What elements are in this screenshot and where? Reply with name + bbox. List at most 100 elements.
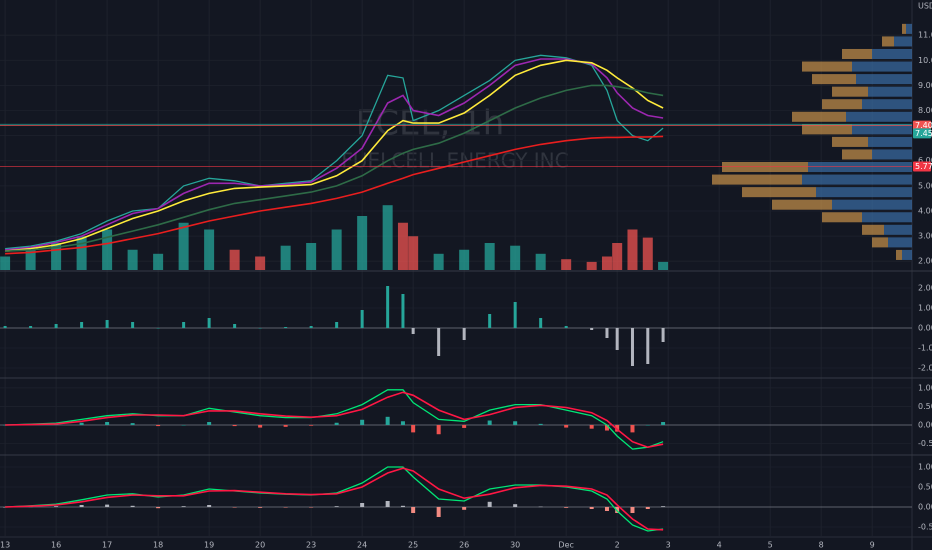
y-tick-label: 10.00: [918, 56, 932, 65]
x-tick-label: 23: [306, 541, 316, 550]
histogram-bar: [181, 424, 186, 426]
volume-bar: [642, 237, 653, 270]
histogram-bar: [462, 328, 466, 340]
x-tick-label: 4: [717, 541, 722, 550]
profile-down: [812, 74, 856, 85]
y-tick-label: 0.00: [918, 503, 932, 512]
price-tag-label: 7.40: [915, 121, 932, 130]
volume-bar: [153, 253, 164, 270]
volume-bar: [397, 222, 408, 270]
profile-up: [856, 74, 912, 85]
x-tick-label: 26: [459, 541, 469, 550]
y-tick-label: 9.00: [918, 81, 932, 90]
line-series: [5, 59, 664, 252]
volume-bar: [357, 216, 368, 270]
line-series: [5, 466, 664, 532]
histogram-bar: [334, 506, 339, 507]
histogram-bar: [335, 322, 339, 328]
line-series: [5, 389, 664, 450]
y-tick-label: -0.50: [918, 439, 932, 448]
y-tick-label: 4.00: [918, 206, 932, 215]
volume-bar: [658, 261, 669, 270]
histogram-bar: [615, 328, 619, 350]
x-tick-label: 24: [357, 541, 367, 550]
profile-up: [884, 224, 912, 235]
histogram-bar: [538, 423, 543, 425]
histogram-bar: [605, 328, 609, 338]
profile-up: [846, 111, 912, 122]
histogram-bar: [156, 424, 161, 427]
profile-up: [852, 61, 912, 72]
profile-down: [822, 212, 862, 223]
volume-bar: [586, 261, 597, 270]
histogram-bar: [564, 326, 568, 328]
y-tick-label: 11.00: [918, 31, 932, 40]
histogram-bar: [604, 507, 609, 511]
histogram-bar: [258, 328, 262, 329]
histogram-bar: [615, 424, 620, 432]
histogram-bar: [3, 326, 7, 328]
histogram-bar: [590, 328, 594, 330]
y-tick-label: 0.50: [918, 483, 932, 492]
histogram-bar: [131, 322, 135, 328]
histogram-bar: [630, 328, 634, 366]
volume-bar: [382, 205, 393, 270]
histogram-bar: [182, 322, 186, 328]
histogram-bar: [233, 324, 237, 328]
volume-bar: [178, 222, 189, 270]
profile-up: [872, 48, 912, 60]
volume-bar: [25, 249, 36, 270]
profile-down: [772, 199, 832, 210]
volume-bar: [535, 253, 546, 270]
profile-down: [872, 237, 888, 248]
histogram-bar: [79, 422, 84, 425]
histogram-bar: [3, 424, 8, 426]
y-tick-label: 0.00: [918, 324, 932, 333]
histogram-bar: [207, 318, 211, 328]
y-tick-label: 0.50: [918, 402, 932, 411]
histogram-bar: [646, 328, 650, 364]
histogram-bar: [630, 507, 635, 513]
histogram-bar: [360, 310, 364, 328]
histogram-bar: [309, 424, 314, 426]
histogram-bar: [385, 501, 390, 507]
histogram-bar: [3, 507, 8, 508]
profile-up: [832, 199, 912, 210]
volume-bar: [484, 243, 495, 270]
profile-up: [862, 99, 912, 110]
histogram-bar: [411, 328, 415, 334]
histogram-bar: [309, 326, 313, 328]
profile-down: [712, 174, 802, 185]
profile-up: [816, 187, 912, 198]
histogram-bar: [645, 424, 650, 426]
y-tick-label: 6.00: [918, 156, 932, 165]
unit-label: USD: [918, 2, 932, 11]
profile-up: [852, 124, 912, 135]
histogram-bar: [539, 318, 543, 328]
histogram-bar: [604, 424, 609, 431]
volume-bar: [76, 236, 87, 270]
histogram-bar: [105, 422, 110, 425]
profile-down: [832, 136, 868, 147]
histogram-bar: [360, 503, 365, 507]
y-tick-label: 1.00: [918, 304, 932, 313]
histogram-bar: [258, 507, 263, 508]
histogram-bar: [538, 506, 543, 508]
histogram-bar: [401, 294, 405, 328]
y-tick-label: 2.00: [918, 284, 932, 293]
volume-bar: [612, 243, 623, 270]
histogram-bar: [589, 424, 594, 429]
histogram-bar: [411, 507, 416, 513]
y-tick-label: 2.00: [918, 257, 932, 266]
histogram-bar: [284, 327, 288, 328]
volume-bar: [127, 249, 138, 270]
profile-up: [894, 36, 912, 47]
volume-bar: [627, 229, 638, 270]
line-series: [5, 467, 664, 531]
profile-up: [906, 23, 912, 34]
profile-down: [792, 111, 846, 122]
histogram-bar: [661, 328, 665, 342]
profile-down: [802, 124, 852, 135]
histogram-bar: [207, 422, 212, 425]
